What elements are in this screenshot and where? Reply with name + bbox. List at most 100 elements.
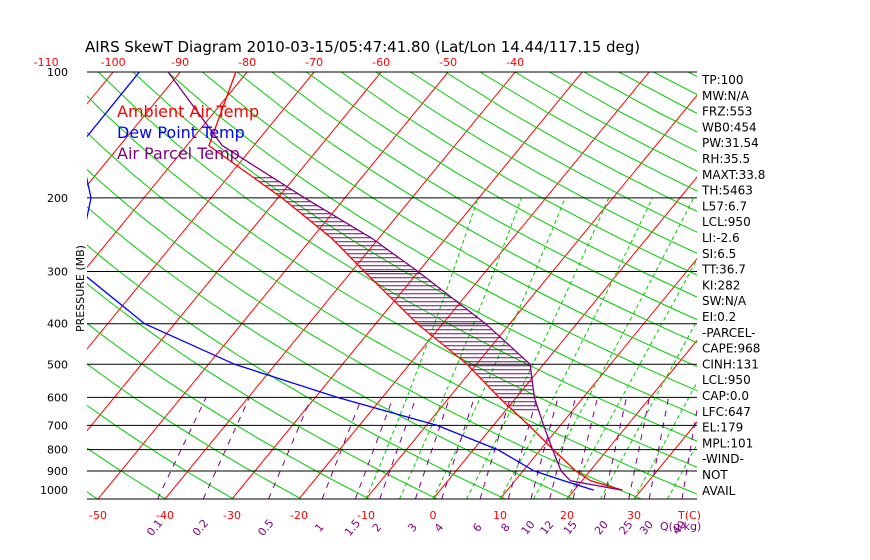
isotherm-line	[87, 72, 181, 187]
top-temp-tick-label: -100	[101, 56, 126, 69]
mixing-ratio-line	[379, 397, 417, 499]
bottom-temp-tick-label: -50	[89, 509, 107, 522]
isotherm-line	[87, 72, 248, 269]
index-label: KI:282	[702, 278, 740, 292]
isotherm-line	[768, 72, 870, 499]
dry-adiabat-line	[445, 72, 697, 212]
mixing-ratio-line	[628, 397, 650, 499]
mixing-ratio-line	[681, 406, 697, 499]
isotherm-line	[87, 72, 382, 432]
index-label: FRZ:553	[702, 105, 752, 119]
dry-adiabat-line	[87, 131, 697, 495]
isotherm-line	[566, 339, 697, 499]
top-temp-tick-label: -80	[238, 56, 256, 69]
mixing-ratio-line	[157, 397, 207, 499]
mixing-ratio-line	[321, 397, 363, 499]
mixing-ratio-tick-label: 0.5	[255, 517, 276, 539]
moist-adiabat-line	[667, 443, 697, 499]
index-label: -PARCEL-	[702, 326, 756, 340]
index-label: EL:179	[702, 421, 743, 435]
index-label: MW:N/A	[702, 89, 750, 103]
mixing-ratio-tick-label: 1	[312, 521, 326, 535]
legend-dew-point-temp: Dew Point Temp	[117, 123, 245, 142]
index-label: AVAIL	[702, 484, 736, 498]
temp-unit-label: T(C)	[677, 509, 701, 522]
dry-adiabat-line	[87, 244, 506, 499]
top-temp-tick-label: -90	[171, 56, 189, 69]
top-temp-tick-label: -40	[506, 56, 524, 69]
isotherm-line	[87, 72, 114, 105]
pressure-tick-label: 100	[47, 66, 68, 79]
mixing-ratio-tick-label: 6	[470, 521, 484, 535]
dry-adiabat-line	[87, 206, 574, 499]
series-line-air-parcel-temp	[167, 72, 622, 491]
mixing-ratio-line	[414, 397, 451, 499]
mixing-ratio-tick-label: 8	[498, 521, 512, 535]
mixing-ratio-line	[648, 397, 670, 499]
moist-adiabat-line	[600, 319, 697, 499]
bottom-temp-tick-label: -20	[290, 509, 308, 522]
y-axis-label: PRESSURE (MB)	[74, 245, 87, 332]
pressure-tick-label: 400	[47, 318, 68, 331]
mixing-ratio-tick-label: 4	[432, 521, 446, 535]
dry-adiabat-line	[410, 72, 697, 233]
bottom-temp-tick-label: -40	[156, 509, 174, 522]
index-label: RH:35.5	[702, 152, 750, 166]
mixing-ratio-line	[549, 397, 577, 499]
index-label: LCL:950	[702, 215, 751, 229]
cape-hatch-area	[253, 177, 539, 411]
isotherm-line	[97, 72, 449, 499]
dry-adiabat-line	[87, 322, 370, 499]
dry-adiabat-line	[132, 72, 697, 417]
mixing-ratio-tick-label: 20	[592, 518, 611, 537]
bottom-temp-tick-label: 10	[493, 509, 507, 522]
mixing-ratio-unit-label: Q(g/kg)	[660, 520, 701, 533]
dry-adiabat-line	[202, 72, 697, 367]
mixing-ratio-line	[202, 397, 250, 499]
top-temp-tick-label: -60	[372, 56, 390, 69]
dry-adiabat-line	[97, 72, 697, 442]
pressure-tick-label: 700	[47, 419, 68, 432]
mixing-ratio-tick-label: 10	[519, 518, 538, 537]
isotherm-line	[365, 94, 697, 499]
index-label: SI:6.5	[702, 247, 736, 261]
index-label: MPL:101	[702, 436, 753, 450]
index-label: LCL:950	[702, 373, 751, 387]
mixing-ratio-tick-label: 12	[538, 518, 557, 537]
index-label: EI:0.2	[702, 310, 736, 324]
bottom-temp-tick-label: 20	[560, 509, 574, 522]
pressure-tick-label: 500	[47, 358, 68, 371]
mixing-ratio-line	[603, 397, 627, 499]
axis-ticks: 1002003004005006007008009001000-120-110-…	[34, 56, 689, 539]
pressure-tick-label: 600	[47, 391, 68, 404]
index-label: WB0:454	[702, 120, 757, 134]
dry-adiabat-line	[87, 447, 166, 499]
top-temp-tick-label: -70	[305, 56, 323, 69]
top-temp-tick-label: -50	[439, 56, 457, 69]
moist-adiabat-line	[365, 197, 479, 499]
pressure-tick-label: 900	[47, 465, 68, 478]
dry-adiabat-line	[236, 72, 697, 344]
index-label: CAPE:968	[702, 342, 760, 356]
isotherm-line	[432, 176, 697, 499]
dry-adiabat-line	[375, 72, 697, 254]
dry-adiabat-line	[340, 72, 697, 276]
dry-adiabat-line	[87, 363, 302, 499]
legend: Ambient Air Temp Dew Point Temp Air Parc…	[117, 102, 259, 163]
top-temp-tick-label: -110	[34, 56, 59, 69]
background-grid	[87, 72, 870, 499]
dry-adiabat-line	[87, 168, 642, 499]
isobar-lines	[87, 71, 697, 500]
mixing-ratio-tick-label: 3	[405, 521, 419, 535]
dry-adiabat-line	[87, 404, 234, 499]
moist-adiabat-line	[566, 258, 697, 499]
sounding-series	[87, 72, 623, 491]
bottom-temp-tick-label: 0	[430, 509, 437, 522]
pressure-tick-label: 200	[47, 192, 68, 205]
moist-adiabat-line	[633, 381, 697, 499]
legend-air-parcel-temp: Air Parcel Temp	[117, 144, 240, 163]
dry-adiabat-line	[167, 72, 697, 392]
index-label: -WIND-	[702, 452, 744, 466]
index-label: LFC:647	[702, 405, 751, 419]
